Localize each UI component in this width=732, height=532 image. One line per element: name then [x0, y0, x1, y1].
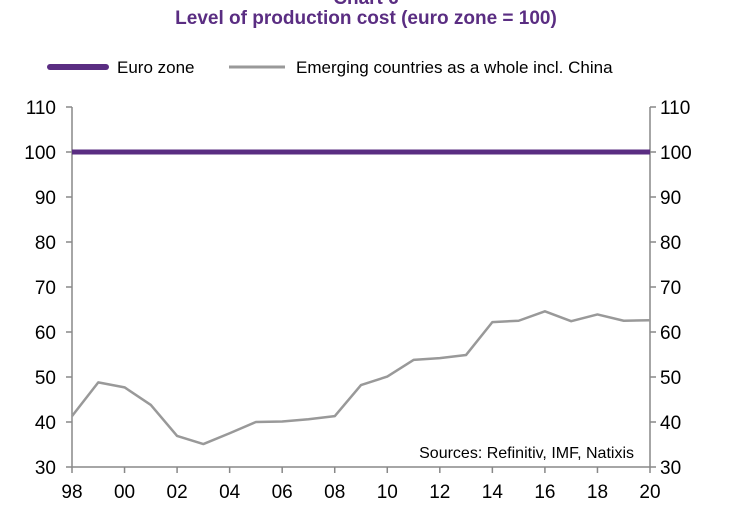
x-tick-label: 00 [114, 482, 135, 503]
y-tick-label-right: 100 [660, 143, 692, 164]
y-tick-label-left: 50 [35, 368, 56, 389]
y-tick-label-left: 100 [24, 143, 56, 164]
y-tick-label-left: 40 [35, 413, 56, 434]
y-tick-label-left: 70 [35, 278, 56, 299]
y-tick-label-right: 30 [660, 458, 681, 479]
y-tick-label-right: 80 [660, 233, 681, 254]
y-tick-label-right: 50 [660, 368, 681, 389]
x-tick-label: 08 [324, 482, 345, 503]
x-tick-label: 04 [219, 482, 241, 503]
y-tick-label-left: 30 [35, 458, 56, 479]
x-tick-label: 20 [639, 482, 660, 503]
y-tick-label-left: 110 [26, 98, 56, 119]
x-tick-label: 14 [482, 482, 504, 503]
x-tick-label: 12 [429, 482, 450, 503]
series-line-emerging [71, 310, 651, 446]
x-tick-label: 18 [587, 482, 608, 503]
x-tick-label: 02 [167, 482, 188, 503]
x-tick-label: 06 [272, 482, 293, 503]
sources-annotation: Sources: Refinitiv, IMF, Natixis [419, 445, 634, 462]
y-tick-label-left: 90 [35, 188, 56, 209]
y-tick-label-left: 80 [35, 233, 56, 254]
chart-number: Chart 6 [0, 0, 732, 10]
y-tick-label-right: 90 [660, 188, 681, 209]
y-tick-label-right: 70 [660, 278, 681, 299]
legend: Euro zone Emerging countries as a whole … [47, 58, 613, 77]
legend-label-emerging: Emerging countries as a whole incl. Chin… [296, 58, 613, 77]
y-tick-label-right: 40 [660, 413, 681, 434]
y-tick-label-right: 110 [660, 98, 690, 119]
chart-title: Level of production cost (euro zone = 10… [175, 8, 557, 29]
legend-label-euro-zone: Euro zone [117, 58, 195, 77]
y-tick-label-right: 60 [660, 323, 681, 344]
x-tick-label: 10 [377, 482, 398, 503]
y-tick-label-left: 60 [35, 323, 56, 344]
x-tick-label: 16 [534, 482, 555, 503]
x-tick-label: 98 [61, 482, 82, 503]
